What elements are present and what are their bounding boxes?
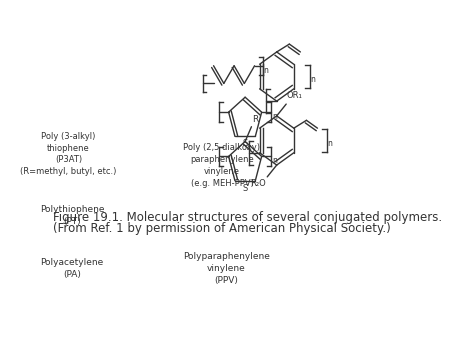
Text: Polyacetylene
(PA): Polyacetylene (PA) <box>40 258 104 279</box>
Text: n: n <box>272 156 277 165</box>
Text: (From Ref. 1 by permission of American Physical Society.): (From Ref. 1 by permission of American P… <box>53 222 390 235</box>
Text: Poly (3-alkyl)
thiophene
(P3AT)
(R=methyl, butyl, etc.): Poly (3-alkyl) thiophene (P3AT) (R=methy… <box>20 132 117 176</box>
Text: Polyparaphenylene
vinylene
(PPV): Polyparaphenylene vinylene (PPV) <box>183 252 270 285</box>
Text: n: n <box>272 112 277 121</box>
Text: n: n <box>310 75 315 83</box>
Text: Figure 19.1. Molecular structures of several conjugated polymers.: Figure 19.1. Molecular structures of sev… <box>53 211 441 224</box>
Text: OR₁: OR₁ <box>287 91 303 100</box>
Text: n: n <box>263 66 268 75</box>
Text: S: S <box>243 139 248 148</box>
Text: R: R <box>252 115 258 124</box>
Text: R₂O: R₂O <box>250 179 266 188</box>
Text: S: S <box>243 184 248 193</box>
Text: n: n <box>328 139 333 147</box>
Text: Poly (2,5 dialkoxy)
paraphenylene
vinylene
(e.g. MEH-PPV): Poly (2,5 dialkoxy) paraphenylene vinyle… <box>184 143 261 188</box>
Text: Polythiophene
(PT): Polythiophene (PT) <box>40 205 104 226</box>
